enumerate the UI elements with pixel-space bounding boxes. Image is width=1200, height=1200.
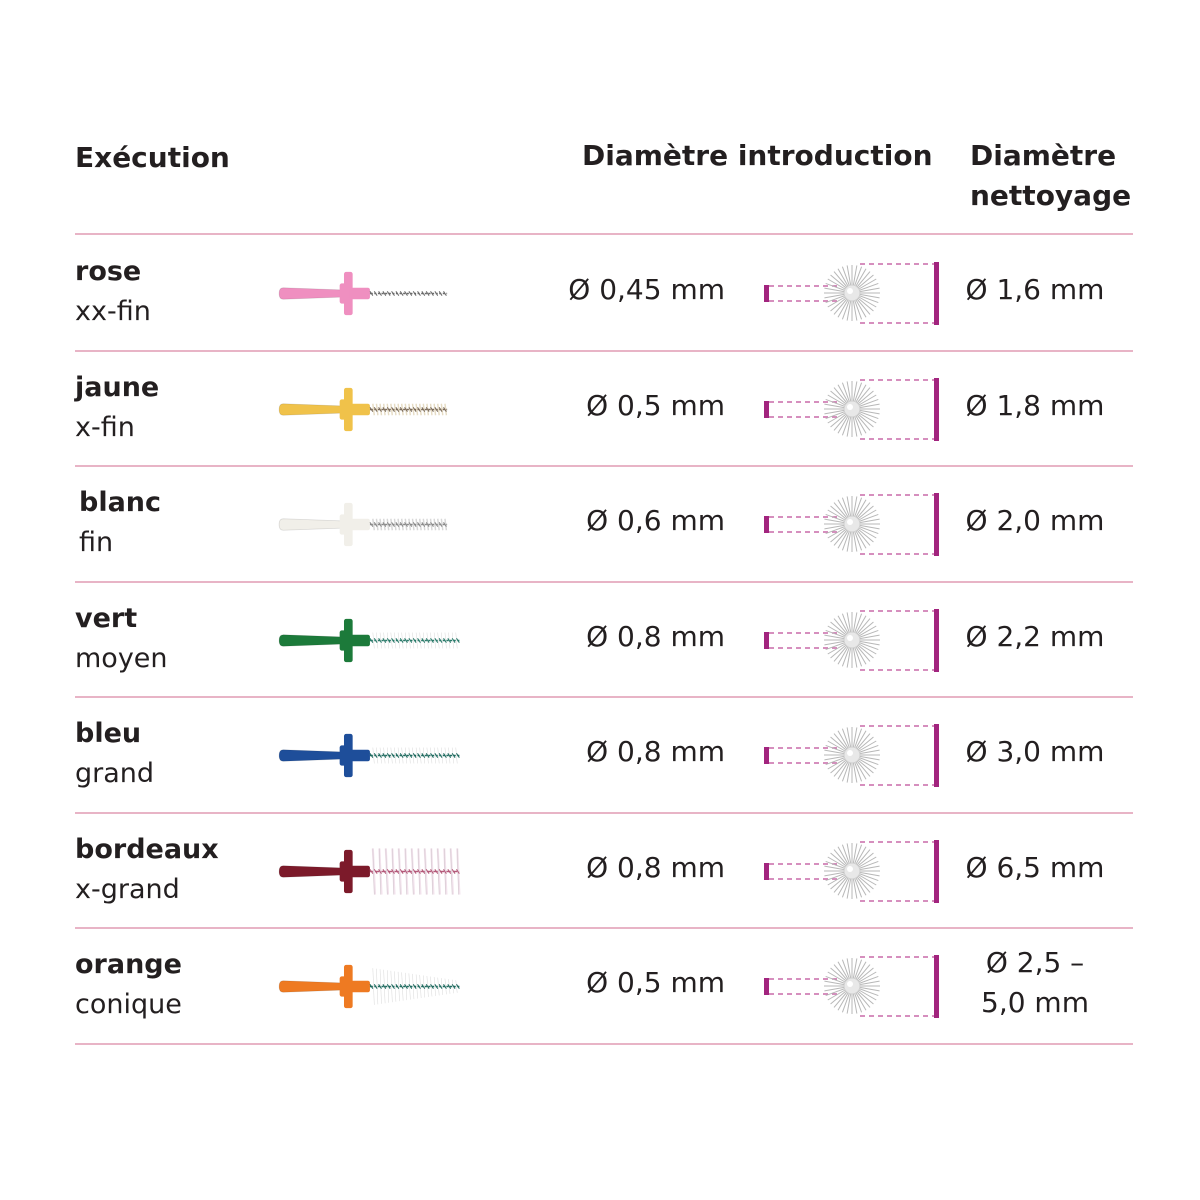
diameter-diagram: [764, 493, 939, 556]
table-row: jaune x-fin Ø 0,5 mm Ø 1,8 mm: [0, 350, 1200, 465]
table-row: bordeaux x-grand Ø 0,8 mm Ø 6,5 mm: [0, 812, 1200, 927]
table-row: vert moyen Ø 0,8 mm Ø 2,2 mm: [0, 581, 1200, 696]
clean-diameter-value: Ø 2,5 – 5,0 mm: [981, 946, 1089, 1019]
row-divider: [75, 927, 1133, 929]
interdental-brush-image: [278, 271, 448, 316]
intro-diameter-value: Ø 0,5 mm: [586, 388, 725, 422]
clean-diameter-value: Ø 3,0 mm: [965, 735, 1105, 768]
brush-size-label: grand: [75, 758, 155, 789]
brush-color-name: orange: [75, 949, 182, 980]
brush-color-name: bleu: [75, 718, 142, 749]
clean-diameter-value: Ø 2,0 mm: [965, 504, 1105, 537]
table-row: rose xx-fin Ø 0,45 mm Ø 1,6 mm: [0, 234, 1200, 349]
brush-size-label: conique: [75, 989, 182, 1020]
table-row: bleu grand Ø 0,8 mm Ø 3,0 mm: [0, 696, 1200, 811]
table-row: blanc fin Ø 0,6 mm Ø 2,0 mm: [0, 465, 1200, 580]
clean-diameter-value: Ø 6,5 mm: [965, 850, 1105, 884]
diameter-diagram: [764, 955, 939, 1018]
interdental-brush-image: [278, 733, 460, 778]
brush-color-name: blanc: [79, 487, 162, 518]
brush-size-label: xx-fin: [75, 296, 151, 327]
row-divider: [75, 1043, 1133, 1045]
brush-size-label: moyen: [75, 642, 168, 674]
table-top-divider: [75, 233, 1133, 235]
diameter-diagram: [764, 839, 939, 903]
interdental-brush-image: [278, 618, 460, 662]
clean-diameter-value: Ø 2,2 mm: [965, 619, 1105, 653]
interdental-brush-image: [278, 502, 448, 547]
interdental-brush-image: [278, 964, 460, 1009]
intro-diameter-value: Ø 0,8 mm: [586, 619, 725, 653]
brush-size-label: x-grand: [75, 873, 180, 905]
brush-size-label: x-fin: [75, 411, 135, 443]
interdental-brush-image: [278, 847, 461, 895]
table-row: orange conique Ø 0,5 mm Ø 2,5 – 5,0 mm: [0, 927, 1200, 1042]
brush-size-label: fin: [79, 527, 114, 558]
brush-color-name: bordeaux: [75, 833, 219, 865]
diameter-diagram: [764, 262, 939, 325]
row-divider: [75, 812, 1133, 814]
diameter-diagram: [764, 724, 939, 787]
column-header-clean-diameter: Diamètre nettoyage: [970, 139, 1132, 212]
intro-diameter-value: Ø 0,8 mm: [586, 850, 725, 884]
intro-diameter-value: Ø 0,5 mm: [586, 966, 725, 999]
clean-diameter-value: Ø 1,6 mm: [965, 273, 1105, 306]
diameter-diagram: [764, 608, 939, 672]
row-divider: [75, 465, 1133, 467]
column-header-execution: Exécution: [75, 141, 230, 174]
brush-color-name: vert: [75, 602, 138, 634]
brush-color-name: rose: [75, 256, 142, 287]
intro-diameter-value: Ø 0,8 mm: [586, 735, 725, 768]
column-header-intro-diameter: Diamètre introduction: [582, 139, 933, 172]
row-divider: [75, 581, 1133, 583]
brush-color-name: jaune: [75, 371, 160, 403]
interdental-brush-image: [278, 387, 448, 431]
row-divider: [75, 350, 1133, 352]
row-divider: [75, 696, 1133, 698]
intro-diameter-value: Ø 0,45 mm: [568, 273, 725, 306]
clean-diameter-value: Ø 1,8 mm: [965, 388, 1105, 422]
diameter-diagram: [764, 377, 939, 441]
intro-diameter-value: Ø 0,6 mm: [586, 504, 725, 537]
